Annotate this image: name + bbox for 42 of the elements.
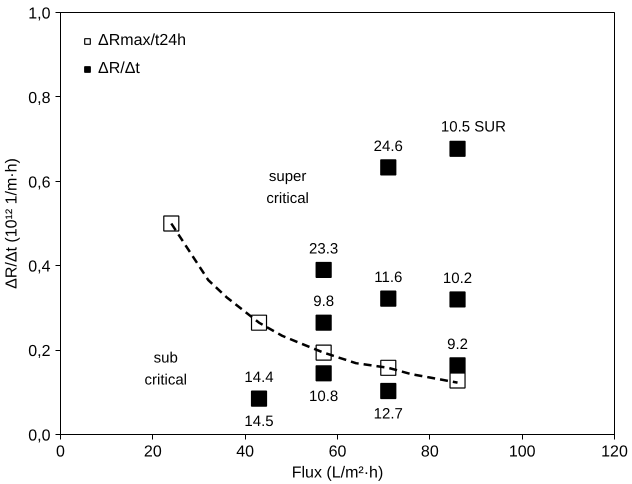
- annotation: 10.8: [309, 388, 338, 405]
- annotation: 14.4: [244, 369, 274, 386]
- point: [380, 290, 396, 307]
- annotation: 14.5: [244, 413, 274, 430]
- annotation: 10.5 SUR: [440, 118, 506, 136]
- y-axis-title: ΔR/Δt (10¹² 1/m·h): [3, 158, 20, 289]
- point: [449, 357, 466, 374]
- x-tick-label: 120: [601, 444, 628, 460]
- annotation: 12.7: [374, 406, 403, 423]
- point: [316, 262, 332, 278]
- x-tick-label: 0: [56, 444, 66, 460]
- point: [449, 140, 466, 157]
- x-tick-label: 100: [508, 444, 536, 460]
- point: [449, 291, 466, 308]
- y-tick-label: 0,8: [28, 90, 51, 107]
- point: [316, 314, 332, 331]
- annotation: 9.2: [447, 336, 468, 353]
- point: [380, 159, 396, 176]
- annotation: 24.6: [374, 138, 403, 155]
- x-tick-label: 20: [144, 444, 162, 460]
- y-tick-label: 0,6: [28, 174, 51, 192]
- annotation: 23.3: [309, 240, 338, 258]
- annotation: 9.8: [313, 293, 334, 310]
- annotation: sub critical: [144, 350, 188, 389]
- y-tick-label: 0,4: [28, 258, 51, 276]
- y-tick-label: 1,0: [28, 6, 51, 22]
- legend-label: ΔRmax/t24h: [98, 32, 186, 50]
- point: [163, 215, 180, 232]
- y-tick-label: 0,0: [28, 428, 51, 444]
- point: [250, 390, 268, 407]
- point: [316, 365, 332, 382]
- point: [380, 382, 396, 400]
- x-axis-title: Flux (L/m²·h): [292, 464, 384, 482]
- x-tick-label: 60: [328, 444, 346, 460]
- annotation: super critical: [266, 168, 309, 208]
- x-tick-label: 40: [236, 444, 254, 460]
- legend-label: ΔR/Δt: [98, 60, 140, 78]
- annotation: 10.2: [442, 270, 472, 287]
- annotation: 11.6: [374, 269, 402, 286]
- x-tick-label: 80: [420, 444, 439, 460]
- point: [250, 314, 268, 331]
- y-tick-label: 0,2: [28, 343, 51, 360]
